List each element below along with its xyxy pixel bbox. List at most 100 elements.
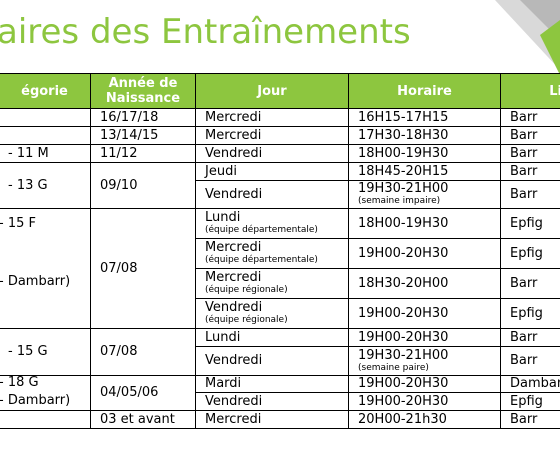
header-cell: égorie bbox=[0, 73, 91, 109]
day-cell: Jeudi bbox=[195, 162, 349, 181]
category-cell: - 15 F - Dambarr) bbox=[0, 208, 91, 329]
time: 19H00-20H30 bbox=[358, 245, 449, 261]
time: 19H00-20H30 bbox=[358, 376, 449, 391]
time-cell: 16H15-17H15 bbox=[348, 108, 501, 127]
place-cell: Barr bbox=[500, 410, 560, 429]
header-cell: Jour bbox=[195, 73, 349, 109]
place: Barr bbox=[510, 109, 538, 125]
time-cell: 19H00-20H30 bbox=[348, 392, 501, 411]
place-cell: Epfig bbox=[500, 208, 560, 239]
time: 18H00-19H30 bbox=[358, 215, 449, 231]
time-cell: 18H45-20H15 bbox=[348, 162, 501, 181]
time: 18H30-20H00 bbox=[358, 275, 449, 291]
year-cell: 16/17/18 bbox=[90, 108, 196, 127]
category: - 13 G bbox=[8, 177, 48, 193]
day: Vendredi bbox=[205, 145, 263, 161]
year-cell: 13/14/15 bbox=[90, 126, 196, 145]
time-cell: 19H00-20H30 bbox=[348, 328, 501, 347]
day: Lundi bbox=[205, 329, 241, 345]
year-cell: 11/12 bbox=[90, 144, 196, 163]
time-cell: 19H30-21H00 (semaine impaire) bbox=[348, 180, 501, 209]
time: 19H00-20H30 bbox=[358, 393, 449, 409]
place-cell: Barr bbox=[500, 346, 560, 376]
place-cell: Barr bbox=[500, 180, 560, 209]
day: Vendredi bbox=[205, 300, 263, 315]
time-cell: 17H30-18H30 bbox=[348, 126, 501, 145]
place: Barr bbox=[510, 329, 538, 345]
time-note: (semaine paire) bbox=[358, 362, 429, 373]
category-cell bbox=[0, 108, 91, 127]
place: Barr bbox=[510, 411, 538, 427]
time: 18H45-20H15 bbox=[358, 163, 449, 179]
time: 19H30-21H00 bbox=[358, 347, 449, 363]
header-cell: Lie bbox=[500, 73, 560, 109]
time-cell: 18H00-19H30 bbox=[348, 208, 501, 239]
day: Vendredi bbox=[205, 353, 263, 368]
header-cell: Horaire bbox=[348, 73, 501, 109]
category: - 15 G bbox=[8, 344, 48, 359]
year: 11/12 bbox=[100, 145, 138, 161]
place-cell: Epfig bbox=[500, 238, 560, 269]
category: - Dambarr) bbox=[0, 393, 71, 408]
time-cell: 20H00-21h30 bbox=[348, 410, 501, 429]
time-cell: 19H00-20H30 bbox=[348, 375, 501, 393]
category-cell bbox=[0, 410, 91, 429]
place-cell: Barr bbox=[500, 126, 560, 145]
year: 09/10 bbox=[100, 177, 138, 193]
time: 19H00-20H30 bbox=[358, 305, 449, 321]
day: Mercredi bbox=[205, 240, 262, 255]
place: Barr bbox=[510, 145, 538, 161]
time: 17H30-18H30 bbox=[358, 127, 449, 143]
day-cell: Lundi bbox=[195, 328, 349, 347]
year: 04/05/06 bbox=[100, 385, 159, 400]
time-cell: 18H30-20H00 bbox=[348, 268, 501, 299]
day: Jeudi bbox=[205, 163, 237, 179]
place: Epfig bbox=[510, 215, 543, 231]
place: Barr bbox=[510, 186, 538, 202]
time-note: (semaine impaire) bbox=[358, 196, 441, 206]
year-cell: 07/08 bbox=[90, 208, 196, 329]
day-note: (équipe départementale) bbox=[205, 255, 318, 265]
day-cell: Mercredi (équipe régionale) bbox=[195, 268, 349, 299]
category-cell: - 18 G - Dambarr) bbox=[0, 375, 91, 411]
day-cell: Lundi (équipe départementale) bbox=[195, 208, 349, 239]
year: 16/17/18 bbox=[100, 109, 159, 125]
time: 18H00-19H30 bbox=[358, 145, 449, 161]
day: Vendredi bbox=[205, 393, 263, 409]
year-cell: 04/05/06 bbox=[90, 375, 196, 411]
year: 07/08 bbox=[100, 260, 138, 276]
category-cell bbox=[0, 126, 91, 145]
day-cell: Vendredi bbox=[195, 346, 349, 376]
year: 13/14/15 bbox=[100, 127, 159, 143]
category: - 15 F bbox=[0, 216, 36, 231]
header-text: Jour bbox=[257, 83, 287, 99]
header-text: égorie bbox=[21, 83, 68, 99]
day-cell: Vendredi bbox=[195, 392, 349, 411]
category: - 11 M bbox=[8, 145, 49, 161]
year: 03 et avant bbox=[100, 411, 175, 427]
day-note: (équipe départementale) bbox=[205, 225, 318, 235]
day: Mardi bbox=[205, 376, 242, 391]
time: 16H15-17H15 bbox=[358, 109, 449, 125]
place: Dambarr bbox=[510, 376, 560, 391]
time: 19H00-20H30 bbox=[358, 329, 449, 345]
category-cell: - 15 G bbox=[0, 328, 91, 376]
place: Epfig bbox=[510, 393, 543, 409]
time-cell: 19H00-20H30 bbox=[348, 298, 501, 329]
place: Barr bbox=[510, 163, 538, 179]
day-cell: Mercredi bbox=[195, 126, 349, 145]
header-cell: Année de Naissance bbox=[90, 73, 196, 109]
place-cell: Barr bbox=[500, 328, 560, 347]
place-cell: Barr bbox=[500, 268, 560, 299]
time-cell: 19H30-21H00 (semaine paire) bbox=[348, 346, 501, 376]
day-note: (équipe régionale) bbox=[205, 285, 288, 295]
time-cell: 18H00-19H30 bbox=[348, 144, 501, 163]
year-cell: 09/10 bbox=[90, 162, 196, 209]
place: Epfig bbox=[510, 245, 543, 261]
year-cell: 07/08 bbox=[90, 328, 196, 376]
header-text: Année de Naissance bbox=[105, 76, 181, 106]
day-cell: Mercredi bbox=[195, 410, 349, 429]
day-note: (équipe régionale) bbox=[205, 315, 288, 325]
slide-title: aires des Entraînements bbox=[0, 12, 411, 52]
